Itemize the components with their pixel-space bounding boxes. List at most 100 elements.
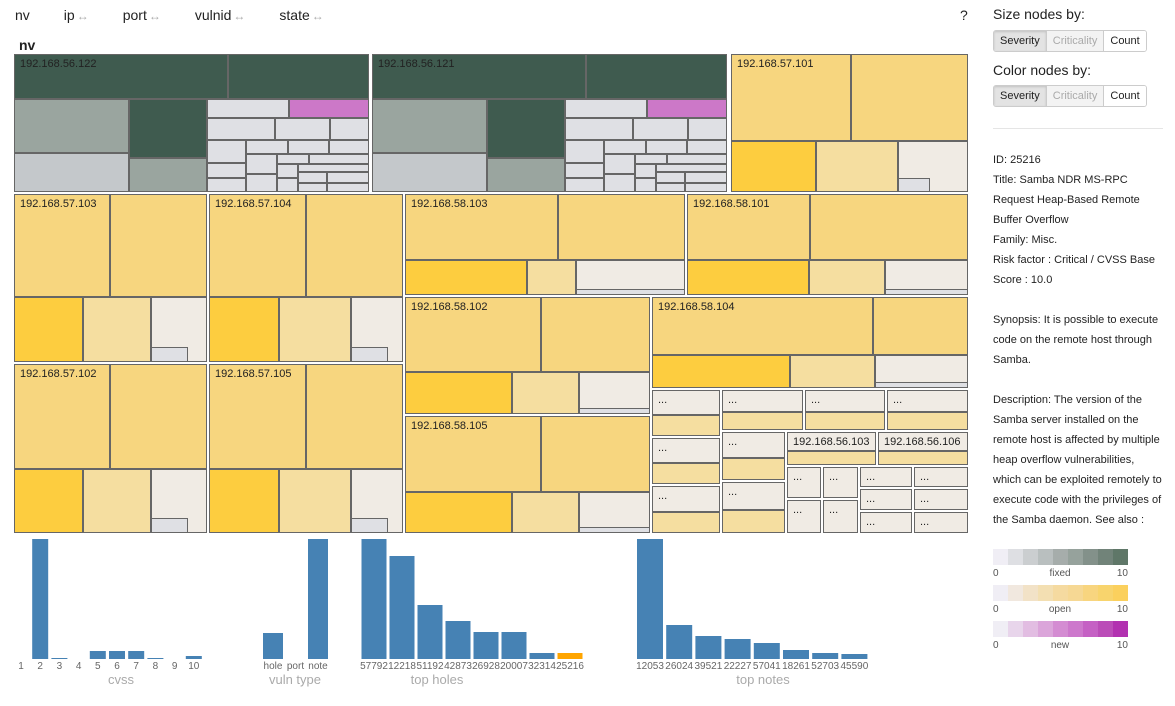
treemap-cell[interactable] bbox=[306, 194, 403, 297]
treemap-cell[interactable] bbox=[887, 412, 968, 430]
treemap-cell[interactable] bbox=[565, 118, 633, 140]
treemap-cell[interactable] bbox=[405, 372, 512, 414]
treemap-cell[interactable] bbox=[656, 172, 685, 183]
treemap-cell[interactable] bbox=[635, 154, 667, 164]
treemap-cell[interactable]: ... bbox=[860, 512, 912, 533]
color-criticality-button[interactable]: Criticality bbox=[1046, 86, 1105, 106]
nav-state[interactable]: state ↔ bbox=[279, 7, 323, 23]
treemap-cell[interactable] bbox=[579, 527, 650, 533]
treemap-cell[interactable] bbox=[647, 99, 727, 118]
treemap-cell[interactable] bbox=[604, 140, 646, 154]
treemap-cell[interactable] bbox=[652, 463, 720, 484]
treemap-cell[interactable]: 192.168.56.103 bbox=[787, 432, 876, 451]
treemap-cell[interactable] bbox=[207, 163, 246, 178]
bar[interactable] bbox=[128, 651, 145, 659]
treemap-cell[interactable] bbox=[816, 141, 898, 192]
treemap-cell[interactable] bbox=[635, 164, 656, 178]
treemap-cell[interactable] bbox=[330, 118, 369, 140]
treemap-cell[interactable] bbox=[565, 163, 604, 178]
treemap-cell[interactable] bbox=[731, 141, 816, 192]
treemap-cell[interactable] bbox=[541, 416, 650, 492]
color-count-button[interactable]: Count bbox=[1104, 86, 1146, 106]
treemap-cell[interactable] bbox=[885, 289, 968, 295]
treemap-cell[interactable] bbox=[579, 372, 650, 414]
treemap-cell[interactable] bbox=[277, 154, 309, 164]
nav-ip[interactable]: ip ↔ bbox=[64, 7, 89, 23]
treemap-cell[interactable]: ... bbox=[722, 390, 803, 412]
bar[interactable] bbox=[445, 621, 471, 659]
treemap-cell[interactable] bbox=[246, 154, 277, 174]
swap-arrow-icon[interactable]: ↔ bbox=[233, 9, 246, 23]
treemap-cell[interactable] bbox=[722, 412, 803, 430]
bar[interactable] bbox=[32, 539, 49, 659]
host-cell[interactable]: 192.168.57.104 bbox=[209, 194, 306, 297]
treemap-cell[interactable] bbox=[875, 382, 968, 388]
treemap-cell[interactable] bbox=[635, 178, 656, 192]
treemap-cell[interactable] bbox=[652, 511, 720, 533]
host-cell[interactable]: 192.168.58.105 bbox=[405, 416, 541, 492]
treemap-cell[interactable] bbox=[351, 518, 388, 533]
host-cell[interactable]: 192.168.56.122 bbox=[14, 54, 228, 99]
treemap-cell[interactable]: ... bbox=[722, 432, 785, 458]
treemap-cell[interactable] bbox=[873, 297, 968, 355]
treemap-cell[interactable]: ... bbox=[914, 489, 968, 510]
bar[interactable] bbox=[501, 632, 527, 659]
treemap-cell[interactable] bbox=[576, 289, 685, 295]
treemap-cell[interactable]: ... bbox=[652, 438, 720, 463]
bar[interactable] bbox=[753, 643, 780, 659]
treemap-cell[interactable] bbox=[207, 99, 289, 118]
treemap-cell[interactable] bbox=[646, 140, 687, 154]
treemap-cell[interactable] bbox=[277, 164, 298, 178]
size-criticality-button[interactable]: Criticality bbox=[1046, 31, 1105, 51]
treemap-cell[interactable] bbox=[558, 194, 685, 260]
treemap-cell[interactable] bbox=[790, 355, 875, 388]
host-cell[interactable]: 192.168.57.103 bbox=[14, 194, 110, 297]
swap-arrow-icon[interactable]: ↔ bbox=[148, 9, 161, 23]
bar[interactable] bbox=[666, 625, 693, 659]
treemap-cell[interactable]: ... bbox=[823, 500, 858, 533]
treemap-cell[interactable] bbox=[14, 99, 129, 153]
treemap-cell[interactable] bbox=[246, 174, 277, 192]
treemap-cell[interactable] bbox=[667, 154, 727, 164]
breadcrumb[interactable]: nv bbox=[19, 37, 36, 53]
treemap-cell[interactable] bbox=[565, 140, 604, 163]
treemap-cell[interactable] bbox=[277, 178, 298, 192]
bar[interactable] bbox=[473, 632, 499, 659]
treemap-cell[interactable] bbox=[275, 118, 330, 140]
color-severity-button[interactable]: Severity bbox=[994, 86, 1047, 106]
treemap-cell[interactable] bbox=[685, 172, 727, 183]
treemap-cell[interactable] bbox=[722, 509, 785, 533]
bar[interactable] bbox=[389, 556, 415, 659]
treemap-cell[interactable] bbox=[129, 158, 207, 192]
treemap-cell[interactable] bbox=[652, 355, 790, 388]
nav-nv[interactable]: nv bbox=[15, 7, 30, 23]
bar[interactable] bbox=[841, 654, 868, 659]
treemap-cell[interactable] bbox=[527, 260, 576, 295]
treemap-cell[interactable] bbox=[306, 364, 403, 469]
treemap-cell[interactable] bbox=[327, 183, 369, 192]
treemap-cell[interactable] bbox=[279, 297, 351, 362]
treemap-cell[interactable] bbox=[722, 458, 785, 480]
treemap-cell[interactable] bbox=[209, 297, 279, 362]
treemap-cell[interactable] bbox=[289, 99, 369, 118]
treemap-cell[interactable]: ... bbox=[652, 486, 720, 512]
bar[interactable] bbox=[185, 656, 202, 659]
host-cell[interactable]: 192.168.57.105 bbox=[209, 364, 306, 469]
treemap-cell[interactable] bbox=[898, 178, 930, 192]
treemap-cell[interactable] bbox=[207, 118, 275, 140]
treemap-cell[interactable] bbox=[805, 412, 885, 430]
host-cell[interactable]: 192.168.58.103 bbox=[405, 194, 558, 260]
treemap-cell[interactable]: ... bbox=[823, 467, 858, 498]
treemap-cell[interactable] bbox=[129, 99, 207, 158]
treemap-cell[interactable] bbox=[541, 297, 650, 372]
treemap-cell[interactable] bbox=[309, 154, 369, 164]
treemap-cell[interactable] bbox=[351, 347, 388, 362]
treemap-cell[interactable] bbox=[687, 260, 809, 295]
treemap-cell[interactable] bbox=[207, 140, 246, 163]
host-cell[interactable]: 192.168.57.101 bbox=[731, 54, 851, 141]
treemap-cell[interactable] bbox=[688, 118, 727, 140]
treemap-cell[interactable] bbox=[298, 172, 327, 183]
bar[interactable] bbox=[89, 651, 106, 659]
treemap-cell[interactable] bbox=[604, 154, 635, 174]
treemap-cell[interactable] bbox=[652, 415, 720, 436]
